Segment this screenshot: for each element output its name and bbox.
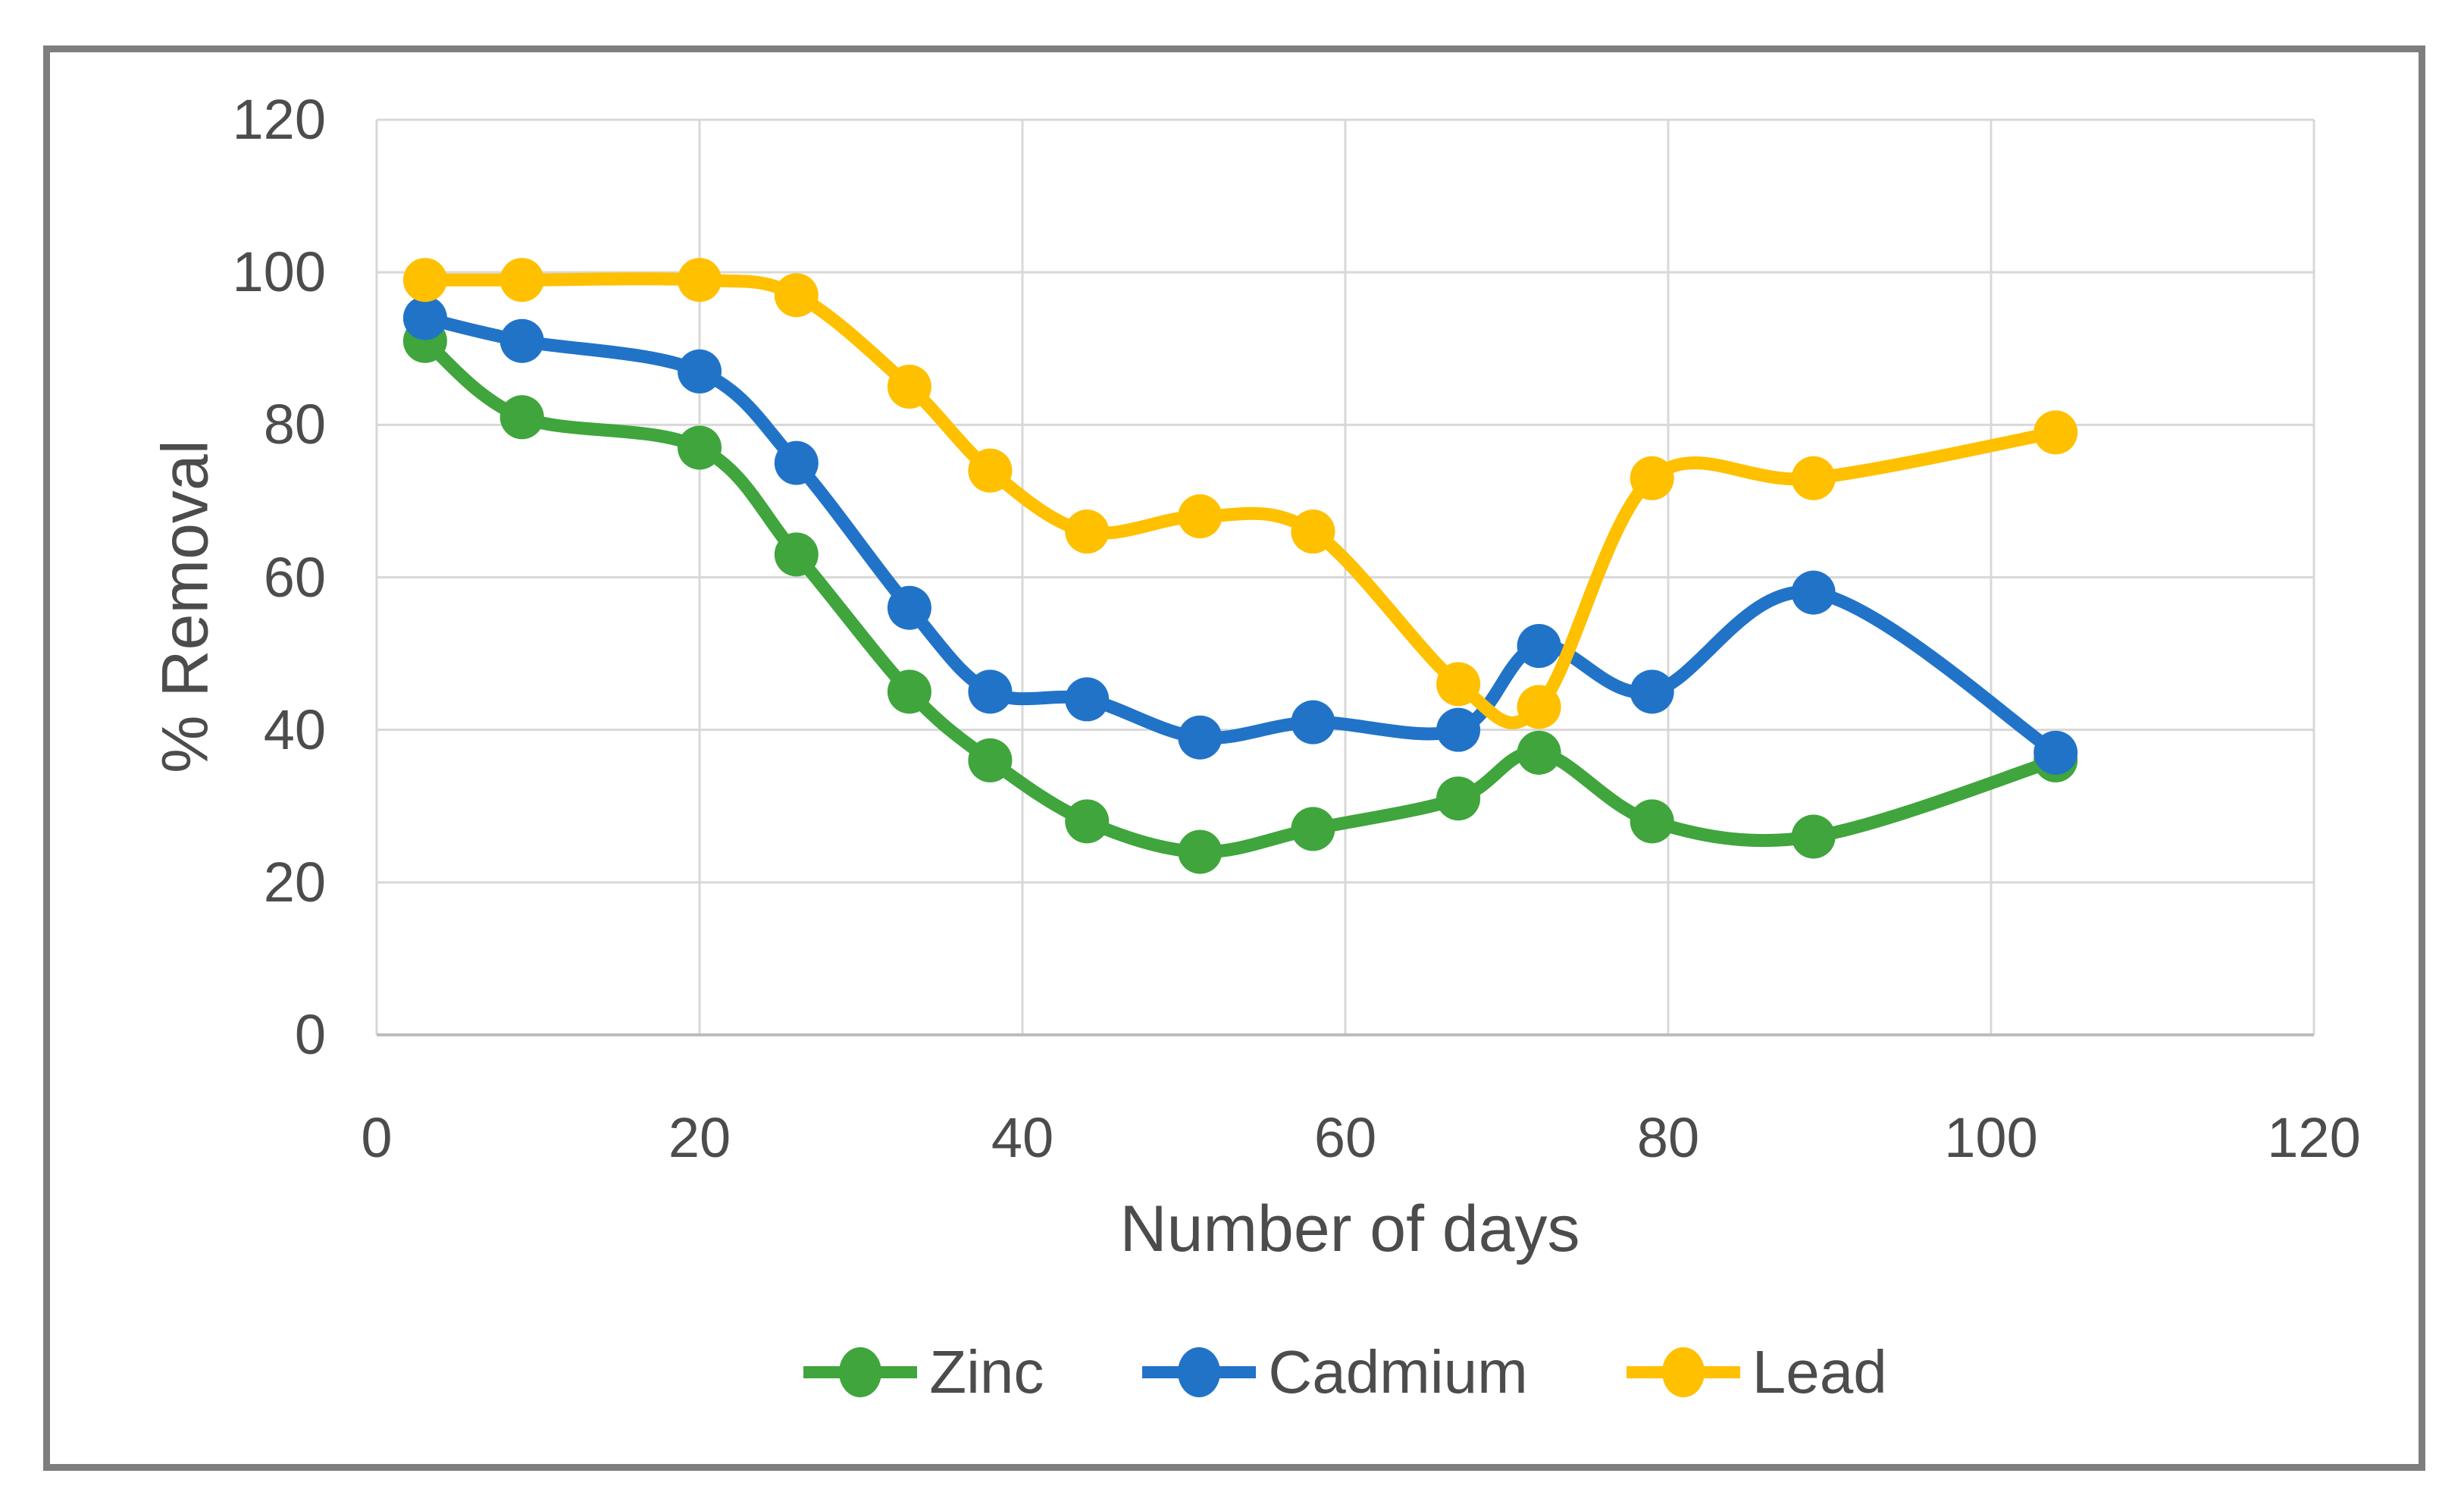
x-tick-label: 100	[1944, 1106, 2038, 1169]
series-marker-zinc	[1065, 799, 1110, 844]
series-marker-zinc	[499, 395, 544, 440]
series-marker-lead	[968, 448, 1013, 493]
series-marker-cadmium	[402, 296, 447, 340]
series-marker-lead	[774, 273, 819, 318]
series-marker-zinc	[1791, 814, 1836, 859]
series-marker-cadmium	[2034, 730, 2078, 775]
legend-item-cadmium: Cadmium	[1142, 1338, 1528, 1406]
series-marker-cadmium	[1630, 669, 1674, 714]
legend-label-zinc: Zinc	[929, 1338, 1044, 1406]
zinc-legend-marker-icon	[803, 1347, 918, 1397]
series-marker-lead	[1791, 456, 1836, 500]
series-marker-cadmium	[499, 318, 544, 363]
series-marker-lead	[1178, 494, 1223, 539]
series-marker-lead	[678, 258, 722, 303]
series-marker-cadmium	[1178, 715, 1223, 760]
series-marker-lead	[1291, 509, 1335, 554]
x-axis-title: Number of days	[1119, 1193, 1580, 1265]
y-tick-label: 100	[232, 240, 326, 304]
y-tick-label: 20	[263, 850, 326, 914]
cadmium-legend-marker-icon	[1142, 1347, 1257, 1397]
series-marker-lead	[1065, 509, 1110, 554]
x-tick-label: 0	[361, 1106, 393, 1169]
legend-item-lead: Lead	[1626, 1340, 1887, 1404]
x-tick-label: 80	[1636, 1106, 1700, 1169]
series-marker-zinc	[774, 532, 819, 577]
series-line-lead	[418, 272, 2062, 729]
series-marker-cadmium	[968, 669, 1013, 714]
series-marker-cadmium	[1436, 707, 1481, 752]
series-marker-cadmium	[678, 349, 722, 393]
series-marker-zinc	[1178, 829, 1223, 874]
legend: Zinc Cadmium Lead	[377, 1340, 2314, 1404]
series-marker-lead	[887, 365, 931, 409]
series-marker-zinc	[887, 669, 931, 714]
y-tick-label: 60	[263, 545, 326, 609]
series-marker-cadmium	[1791, 570, 1836, 615]
series-marker-zinc	[678, 425, 722, 470]
series-marker-zinc	[968, 738, 1013, 782]
lead-legend-marker-icon	[1626, 1347, 1740, 1397]
series-marker-zinc	[1517, 730, 1561, 775]
series-marker-cadmium	[887, 585, 931, 630]
series-marker-lead	[402, 258, 447, 303]
series-marker-zinc	[1436, 776, 1481, 821]
series-marker-cadmium	[774, 440, 819, 485]
series-marker-lead	[2034, 410, 2078, 455]
x-tick-label: 120	[2267, 1106, 2361, 1169]
series-marker-cadmium	[1291, 700, 1335, 745]
x-tick-label: 40	[991, 1106, 1054, 1169]
series-marker-cadmium	[1065, 677, 1110, 722]
series-marker-cadmium	[1517, 624, 1561, 669]
series-marker-lead	[1630, 456, 1674, 500]
legend-item-zinc: Zinc	[803, 1340, 1044, 1404]
y-tick-label: 40	[263, 698, 326, 761]
x-tick-label: 60	[1313, 1106, 1377, 1169]
series-marker-lead	[1517, 685, 1561, 729]
series-marker-zinc	[1291, 807, 1335, 851]
y-tick-label: 120	[232, 88, 326, 151]
series-marker-lead	[1436, 662, 1481, 707]
legend-label-lead: Lead	[1752, 1338, 1887, 1406]
legend-label-cadmium: Cadmium	[1268, 1338, 1528, 1406]
x-tick-label: 20	[668, 1106, 731, 1169]
series-marker-zinc	[1630, 799, 1674, 844]
y-tick-label: 80	[263, 393, 326, 456]
series-marker-lead	[499, 258, 544, 303]
series-line-cadmium	[418, 312, 2062, 760]
y-tick-label: 0	[294, 1003, 326, 1066]
